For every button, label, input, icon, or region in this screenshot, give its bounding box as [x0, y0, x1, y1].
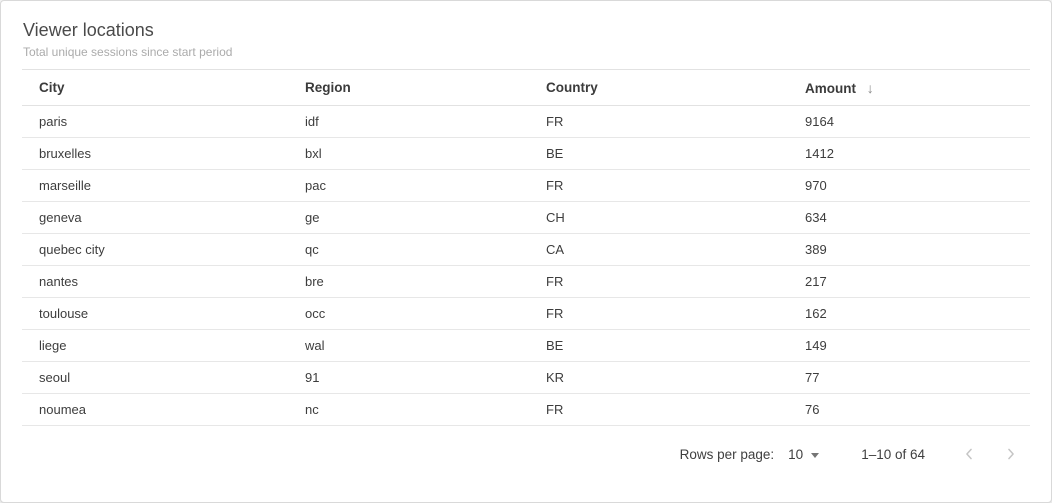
table-row: seoul 91 KR 77	[22, 361, 1030, 394]
cell-amount: 162	[788, 297, 1030, 330]
column-header-country[interactable]: Country	[529, 69, 788, 106]
cell-city: quebec city	[22, 233, 288, 266]
column-header-city[interactable]: City	[22, 69, 288, 106]
rows-per-page-label: Rows per page:	[679, 446, 775, 462]
cell-country: FR	[529, 297, 788, 330]
table-body: paris idf FR 9164 bruxelles bxl BE 1412 …	[22, 105, 1030, 426]
cell-city: seoul	[22, 361, 288, 394]
pagination-range-label: 1–10 of 64	[861, 446, 925, 462]
page-subtitle: Total unique sessions since start period	[23, 45, 233, 59]
cell-country: FR	[529, 169, 788, 202]
cell-country: BE	[529, 137, 788, 170]
dropdown-arrow-icon	[811, 452, 820, 458]
cell-amount: 217	[788, 265, 1030, 298]
cell-amount: 1412	[788, 137, 1030, 170]
column-header-amount[interactable]: Amount ↓	[788, 69, 1030, 106]
table-row: noumea nc FR 76	[22, 393, 1030, 426]
next-page-button[interactable]	[997, 440, 1025, 468]
table-row: liege wal BE 149	[22, 329, 1030, 362]
table-row: paris idf FR 9164	[22, 105, 1030, 138]
locations-table: City Region Country Amount ↓ paris idf	[22, 69, 1030, 426]
cell-amount: 77	[788, 361, 1030, 394]
cell-region: ge	[288, 201, 529, 234]
cell-country: CH	[529, 201, 788, 234]
cell-country: CA	[529, 233, 788, 266]
card-header: Viewer locations Total unique sessions s…	[1, 1, 1051, 69]
cell-country: FR	[529, 265, 788, 298]
cell-city: bruxelles	[22, 137, 288, 170]
table-row: nantes bre FR 217	[22, 265, 1030, 298]
cell-city: nantes	[22, 265, 288, 298]
cell-city: paris	[22, 105, 288, 138]
cell-city: geneva	[22, 201, 288, 234]
cell-amount: 970	[788, 169, 1030, 202]
chevron-left-icon	[966, 448, 972, 460]
table-row: toulouse occ FR 162	[22, 297, 1030, 330]
table-row: bruxelles bxl BE 1412	[22, 137, 1030, 170]
column-header-region-label: Region	[305, 80, 351, 95]
cell-region: 91	[288, 361, 529, 394]
column-header-city-label: City	[39, 80, 65, 95]
table-row: geneva ge CH 634	[22, 201, 1030, 234]
pagination-bar: Rows per page: 10 1–10 of 64	[1, 426, 1051, 482]
cell-region: bre	[288, 265, 529, 298]
column-header-country-label: Country	[546, 80, 598, 95]
cell-amount: 149	[788, 329, 1030, 362]
locations-table-wrapper: City Region Country Amount ↓ paris idf	[22, 69, 1030, 426]
cell-amount: 9164	[788, 105, 1030, 138]
chevron-right-icon	[1008, 448, 1014, 460]
rows-per-page-select[interactable]: 10	[788, 446, 820, 462]
column-header-region[interactable]: Region	[288, 69, 529, 106]
cell-country: BE	[529, 329, 788, 362]
rows-per-page-value: 10	[788, 446, 804, 462]
cell-city: liege	[22, 329, 288, 362]
cell-region: pac	[288, 169, 529, 202]
table-row: marseille pac FR 970	[22, 169, 1030, 202]
column-header-amount-label: Amount	[805, 80, 856, 96]
cell-region: wal	[288, 329, 529, 362]
cell-country: KR	[529, 361, 788, 394]
cell-city: toulouse	[22, 297, 288, 330]
cell-region: qc	[288, 233, 529, 266]
cell-city: marseille	[22, 169, 288, 202]
table-row: quebec city qc CA 389	[22, 233, 1030, 266]
cell-region: nc	[288, 393, 529, 426]
cell-country: FR	[529, 105, 788, 138]
previous-page-button[interactable]	[955, 440, 983, 468]
cell-region: idf	[288, 105, 529, 138]
table-header-row: City Region Country Amount ↓	[22, 69, 1030, 106]
cell-city: noumea	[22, 393, 288, 426]
cell-amount: 76	[788, 393, 1030, 426]
sort-descending-icon: ↓	[866, 79, 874, 96]
cell-country: FR	[529, 393, 788, 426]
page-title: Viewer locations	[23, 20, 154, 40]
cell-region: bxl	[288, 137, 529, 170]
cell-amount: 634	[788, 201, 1030, 234]
cell-amount: 389	[788, 233, 1030, 266]
cell-region: occ	[288, 297, 529, 330]
